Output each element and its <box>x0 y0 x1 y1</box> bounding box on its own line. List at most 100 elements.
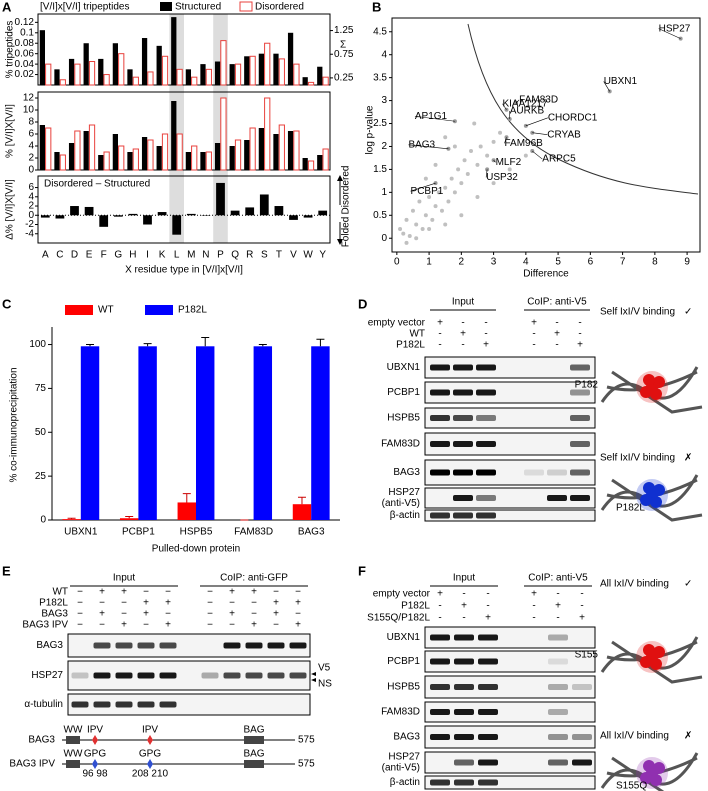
lane-symbol: − <box>99 620 105 631</box>
lane-symbol: + <box>99 609 105 620</box>
point <box>523 153 528 158</box>
error-bar <box>182 493 191 503</box>
plot-frame <box>37 91 331 171</box>
error-bar <box>316 338 325 347</box>
x-tick-label: D <box>71 250 78 261</box>
point-label: AP1G1 <box>415 111 448 122</box>
bar <box>161 133 169 171</box>
bar <box>229 146 235 170</box>
row-label: HSPB5 <box>387 413 420 424</box>
residue-atom <box>653 376 665 388</box>
x-axis-label: X residue type in [V/I]x[V/I] <box>125 265 243 276</box>
x-axis-label: Pulled-down protein <box>152 544 240 555</box>
bar <box>278 124 285 171</box>
point-label: KIAA1217 <box>502 98 547 109</box>
panel-label: B <box>372 0 381 14</box>
lane-symbol: - <box>438 340 441 351</box>
lane-symbol: - <box>461 318 464 329</box>
point <box>491 181 496 186</box>
residue-atom <box>640 772 652 784</box>
bar <box>83 131 89 170</box>
motif-marker <box>92 759 98 769</box>
lane-symbol: − <box>295 587 301 598</box>
band <box>572 734 592 740</box>
band <box>430 415 450 421</box>
band <box>570 364 590 371</box>
band <box>548 634 568 641</box>
leader-line <box>504 137 507 144</box>
y-tick-label: 0.06 <box>15 48 35 59</box>
x-tick-label: H <box>129 250 136 261</box>
band <box>93 672 111 679</box>
legend-label: WT <box>98 305 114 316</box>
lane-symbol: + <box>554 329 560 340</box>
row-label: UBXN1 <box>387 632 421 643</box>
lane-symbol: - <box>580 589 583 600</box>
band <box>570 441 590 447</box>
residue-label: P182 <box>575 380 599 391</box>
band <box>547 469 567 476</box>
lane-symbol: − <box>121 598 127 609</box>
band <box>267 672 285 679</box>
bar <box>141 137 148 170</box>
y-tick-label: 2 <box>28 201 34 212</box>
band <box>454 709 474 715</box>
lane-symbol: − <box>251 609 257 620</box>
condition-label: P182L <box>39 598 68 609</box>
legend-swatch <box>239 1 253 12</box>
bar <box>171 17 177 85</box>
y-tick-label: 1 <box>381 187 387 198</box>
band <box>289 672 307 679</box>
bar <box>259 194 269 216</box>
motif-marker <box>147 759 153 769</box>
bar <box>273 134 279 170</box>
point <box>414 236 419 241</box>
band <box>454 759 474 766</box>
bar <box>303 215 313 218</box>
error-bar <box>67 517 76 520</box>
lane-symbol: + <box>295 598 301 609</box>
bar <box>264 97 271 171</box>
bar <box>196 346 215 520</box>
side-label: NS <box>318 679 332 690</box>
lane-symbol: - <box>532 613 535 624</box>
band <box>478 709 498 715</box>
lane-symbol: - <box>580 601 583 612</box>
lane-symbol: + <box>295 620 301 631</box>
band <box>453 364 473 371</box>
lane-symbol: + <box>273 598 279 609</box>
blot-frame <box>424 407 596 429</box>
bar <box>157 212 167 216</box>
error-bar <box>86 344 95 347</box>
bar <box>176 133 183 171</box>
bar <box>147 139 154 171</box>
point <box>427 194 432 199</box>
bar <box>253 346 273 520</box>
bar <box>70 206 79 216</box>
x-tick-label: FAM83D <box>234 527 273 538</box>
band <box>430 684 450 690</box>
lane-symbol: - <box>578 318 581 329</box>
lane-symbol: − <box>295 609 301 620</box>
row-label: (anti-V5) <box>382 498 420 509</box>
lane-symbol: - <box>556 589 559 600</box>
lane-symbol: + <box>531 318 537 329</box>
point <box>433 204 438 209</box>
band <box>454 634 474 641</box>
blot-frame <box>424 487 596 509</box>
legend-swatch <box>160 2 172 11</box>
bar <box>141 38 148 85</box>
blot-frame <box>424 459 596 486</box>
bar <box>138 346 157 520</box>
blot-frame <box>424 509 596 522</box>
bar <box>245 207 255 216</box>
band <box>548 684 568 690</box>
y-tick-label: 0.02 <box>15 69 35 80</box>
band <box>454 779 474 786</box>
point <box>498 130 503 135</box>
x-tick-label: G <box>114 250 122 261</box>
x-tick-label: BAG3 <box>298 527 325 538</box>
position-label: 208 210 <box>132 769 169 780</box>
leader-line <box>410 182 436 192</box>
bar <box>258 128 265 170</box>
